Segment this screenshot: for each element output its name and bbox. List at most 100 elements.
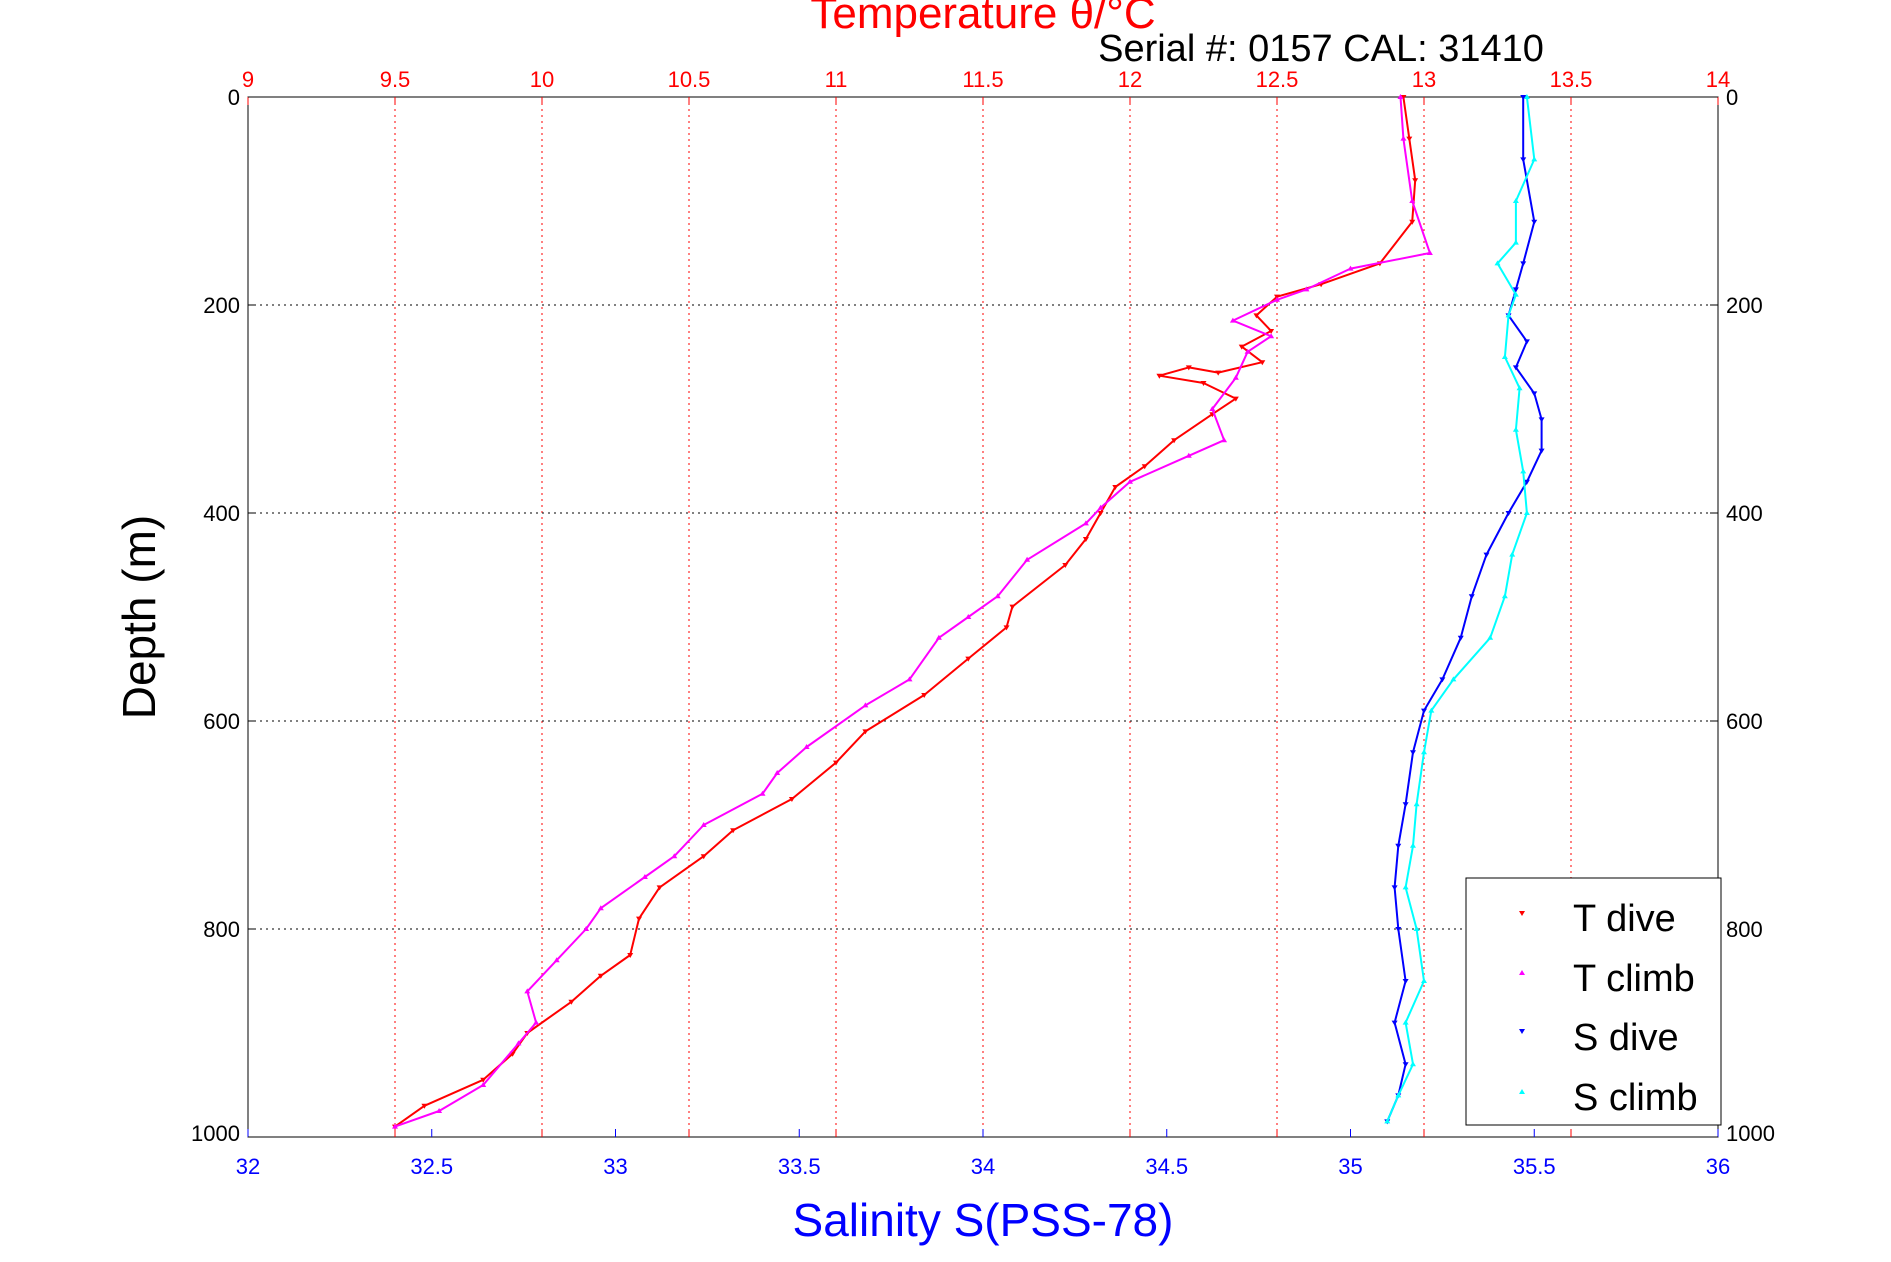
axis-ticks: 9 9.5 10 10.5 11 11.5 12 12.5 13 13.5 14 32 32.5 33 33… xyxy=(191,67,1775,1179)
tick-label-depth: 0 xyxy=(1726,85,1738,110)
tick-label-depth: 200 xyxy=(1726,293,1763,318)
data-point-t-dive xyxy=(1409,219,1416,225)
data-point-t-dive xyxy=(1003,625,1010,631)
tick-label-depth: 800 xyxy=(203,917,240,942)
data-marks xyxy=(392,94,1545,1130)
data-point-t-climb xyxy=(1082,520,1089,526)
data-point-t-climb xyxy=(641,874,648,879)
legend-marker-t-dive xyxy=(1519,911,1525,916)
data-point-s-climb xyxy=(1494,260,1501,266)
data-point-t-dive xyxy=(1141,464,1148,470)
chart-subtitle: Serial #: 0157 CAL: 31410 xyxy=(1098,28,1544,70)
data-point-s-climb xyxy=(1523,94,1530,99)
tick-label-salinity: 33 xyxy=(603,1154,627,1179)
tick-label-salinity: 34.5 xyxy=(1145,1154,1188,1179)
legend-label: S climb xyxy=(1573,1077,1698,1119)
data-point-s-dive xyxy=(1391,1020,1398,1026)
chart-title: Temperature θ/°C xyxy=(810,0,1155,38)
data-point-s-climb xyxy=(1531,156,1538,162)
tick-label-temperature: 12.5 xyxy=(1256,67,1299,92)
data-point-t-climb xyxy=(583,926,590,931)
data-point-t-climb xyxy=(700,822,707,827)
data-point-t-climb xyxy=(1209,406,1216,411)
legend-box xyxy=(1465,877,1722,1126)
data-point-t-climb xyxy=(1303,286,1310,292)
tick-label-depth: 400 xyxy=(1726,501,1763,526)
data-point-t-dive xyxy=(1171,438,1178,444)
data-point-s-climb xyxy=(1402,1019,1409,1025)
data-point-t-climb xyxy=(1274,296,1280,302)
data-point-t-climb xyxy=(524,988,531,994)
series-t-climb xyxy=(392,94,1433,1129)
tick-label-depth: 600 xyxy=(203,709,240,734)
tick-label-depth: 400 xyxy=(203,501,240,526)
data-point-t-dive xyxy=(421,1103,428,1109)
tick-label-salinity: 34 xyxy=(971,1154,995,1179)
data-point-s-dive xyxy=(1512,365,1519,371)
series-s-climb xyxy=(1384,94,1538,1124)
data-point-t-climb xyxy=(1229,317,1236,323)
data-point-t-climb xyxy=(1232,374,1239,380)
legend-label: T dive xyxy=(1573,898,1676,940)
data-point-s-dive xyxy=(1439,677,1446,683)
tick-label-temperature: 10.5 xyxy=(668,67,711,92)
data-point-t-dive xyxy=(788,797,795,802)
legend-item-t-climb: T climb xyxy=(1519,958,1695,1000)
data-point-s-dive xyxy=(1483,552,1490,558)
data-point-s-dive xyxy=(1512,287,1519,293)
data-point-t-climb xyxy=(906,676,913,682)
tick-label-depth: 800 xyxy=(1726,917,1763,942)
x-axis-label: Salinity S(PSS-78) xyxy=(793,1194,1174,1246)
data-point-t-climb xyxy=(1426,250,1433,255)
data-point-t-dive xyxy=(1062,563,1069,568)
data-point-t-dive xyxy=(1082,537,1089,542)
data-point-s-climb xyxy=(1512,291,1519,297)
data-point-t-dive xyxy=(921,693,928,698)
data-point-t-dive xyxy=(627,953,634,958)
data-point-t-dive xyxy=(1238,344,1245,350)
data-point-t-dive xyxy=(730,828,737,834)
tick-label-salinity: 35 xyxy=(1338,1154,1362,1179)
data-point-t-climb xyxy=(597,905,604,911)
data-point-t-climb xyxy=(1400,135,1407,141)
data-point-s-climb xyxy=(1520,468,1527,474)
tick-label-temperature: 12 xyxy=(1118,67,1142,92)
data-point-s-climb xyxy=(1501,354,1508,359)
data-point-t-climb xyxy=(1097,504,1104,510)
data-point-t-climb xyxy=(436,1108,443,1113)
tick-label-temperature: 10 xyxy=(530,67,554,92)
data-point-s-climb xyxy=(1523,510,1530,515)
legend-item-t-dive: T dive xyxy=(1519,898,1676,940)
tick-label-depth: 1000 xyxy=(1726,1121,1775,1146)
data-point-t-dive xyxy=(568,999,575,1005)
series-path-t-climb xyxy=(394,96,1431,1128)
data-point-s-dive xyxy=(1520,261,1527,267)
data-point-s-climb xyxy=(1512,239,1519,245)
tick-label-salinity: 35.5 xyxy=(1513,1154,1556,1179)
series-t-dive xyxy=(392,95,1419,1130)
data-point-t-dive xyxy=(965,656,972,662)
data-point-s-dive xyxy=(1520,95,1527,100)
data-point-t-dive xyxy=(597,973,604,979)
data-point-t-dive xyxy=(1097,511,1104,516)
data-point-s-climb xyxy=(1516,385,1523,391)
data-point-t-climb xyxy=(671,853,678,859)
tick-label-temperature: 13 xyxy=(1412,67,1436,92)
tick-label-temperature: 9 xyxy=(242,67,254,92)
data-point-s-dive xyxy=(1538,448,1545,454)
data-point-s-dive xyxy=(1468,594,1475,600)
data-point-t-dive xyxy=(1232,396,1239,402)
legend-label: T climb xyxy=(1573,958,1695,1000)
data-point-t-climb xyxy=(759,790,766,796)
tick-label-temperature: 9.5 xyxy=(380,67,411,92)
data-point-t-climb xyxy=(1268,333,1275,339)
data-point-t-climb xyxy=(862,702,869,708)
data-point-s-climb xyxy=(1395,1092,1402,1098)
data-point-t-dive xyxy=(1412,178,1419,184)
tick-label-temperature: 11.5 xyxy=(962,67,1003,92)
data-point-s-dive xyxy=(1391,885,1398,891)
data-point-s-climb xyxy=(1512,426,1519,432)
tick-label-salinity: 36 xyxy=(1706,1154,1730,1179)
tick-label-depth: 0 xyxy=(228,85,240,110)
data-point-t-climb xyxy=(803,744,810,749)
